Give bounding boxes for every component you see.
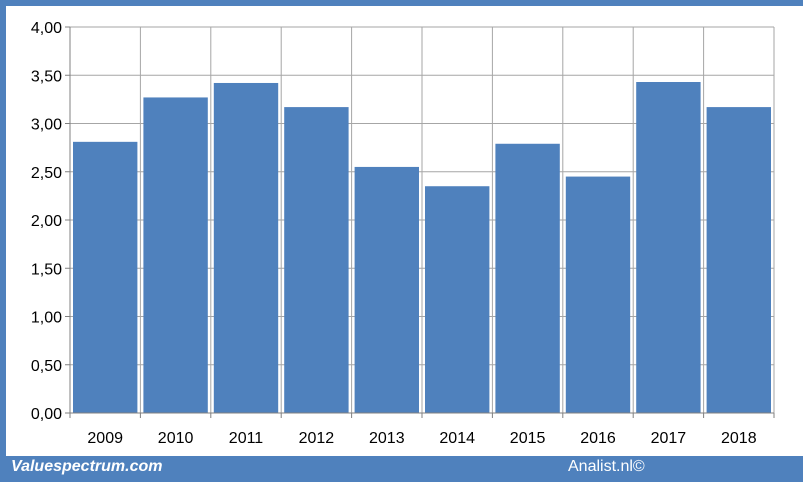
bar bbox=[143, 97, 208, 413]
bar bbox=[354, 166, 419, 413]
y-tick-label: 0,00 bbox=[31, 406, 62, 423]
y-tick-label: 4,00 bbox=[31, 20, 62, 37]
x-tick-label: 2014 bbox=[439, 430, 475, 447]
bar bbox=[706, 107, 771, 413]
bar bbox=[73, 141, 138, 413]
y-tick-label: 2,50 bbox=[31, 165, 62, 182]
y-tick-label: 0,50 bbox=[31, 358, 62, 375]
bar bbox=[284, 107, 349, 413]
y-tick-label: 1,00 bbox=[31, 310, 62, 327]
y-tick-label: 1,50 bbox=[31, 261, 62, 278]
y-tick-label: 2,00 bbox=[31, 213, 62, 230]
y-tick-label: 3,00 bbox=[31, 117, 62, 134]
bar bbox=[636, 82, 701, 413]
bar bbox=[425, 186, 490, 413]
x-tick-label: 2012 bbox=[299, 430, 335, 447]
x-tick-label: 2015 bbox=[510, 430, 546, 447]
x-tick-label: 2011 bbox=[229, 430, 264, 447]
x-tick-label: 2013 bbox=[369, 430, 405, 447]
x-tick-label: 2016 bbox=[580, 430, 616, 447]
bar bbox=[565, 176, 631, 413]
bar bbox=[213, 82, 279, 413]
bar-chart: 0,00 0,50 1,00 1,50 2,00 2,50 3,00 3,50 4,00 2009… bbox=[31, 20, 775, 447]
x-tick-label: 2018 bbox=[721, 430, 757, 447]
bar bbox=[495, 143, 560, 413]
x-tick-label: 2010 bbox=[158, 430, 194, 447]
x-tick-label: 2017 bbox=[651, 430, 687, 447]
y-tick-label: 3,50 bbox=[31, 68, 62, 85]
source-label: Valuespectrum.com bbox=[11, 458, 163, 475]
x-tick-label: 2009 bbox=[87, 430, 123, 447]
copyright-label: Analist.nl© bbox=[568, 458, 645, 475]
